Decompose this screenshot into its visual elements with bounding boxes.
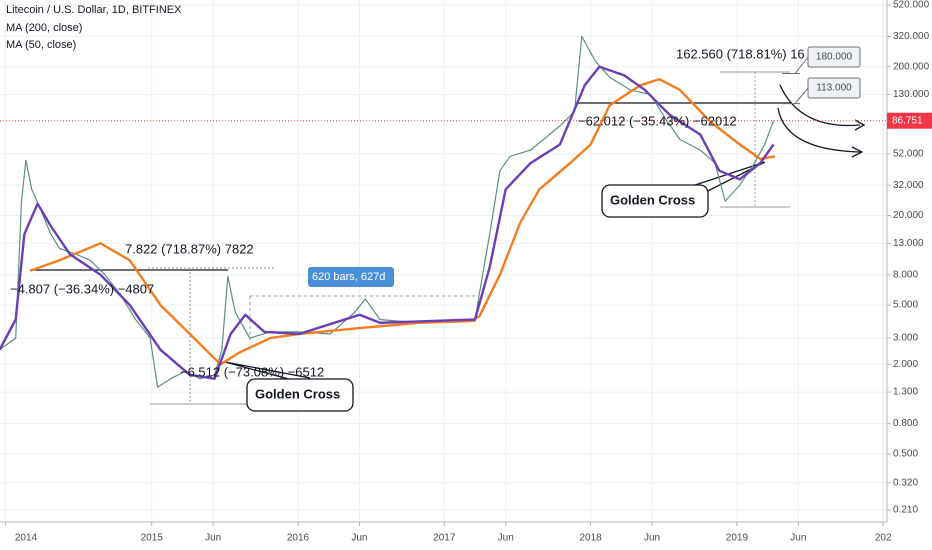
legend-entry: MA (50, close) xyxy=(6,39,76,51)
x-tick-label: Jun xyxy=(205,533,221,544)
y-tick-label: 0.210 xyxy=(893,504,918,515)
x-tick-label: Jun xyxy=(351,533,367,544)
y-tick-label: 0.800 xyxy=(893,418,918,429)
x-tick-label: Jun xyxy=(498,533,514,544)
legend-entry: MA (200, close) xyxy=(6,22,82,34)
projection-arrow xyxy=(779,84,861,127)
measure-label: 162.560 (718.81%) 16 xyxy=(676,46,805,61)
x-tick-label: 2017 xyxy=(433,533,456,544)
callout-box xyxy=(601,184,709,218)
y-tick-label: 8.000 xyxy=(893,269,918,280)
arrow-head xyxy=(854,119,866,131)
grid xyxy=(0,0,887,522)
callout-leader xyxy=(794,56,809,74)
y-tick-label: 320.000 xyxy=(893,31,930,42)
y-tick-label: 20.000 xyxy=(893,210,924,221)
x-tick-label: 202 xyxy=(875,533,892,544)
level-label: 113.000 xyxy=(816,83,852,94)
callout-text: Golden Cross xyxy=(255,386,340,401)
callout-leader xyxy=(794,87,809,104)
projection-arrow xyxy=(777,107,861,153)
last-price-box xyxy=(887,112,932,129)
x-tick-label: Jun xyxy=(644,533,660,544)
y-tick-label: 520.000 xyxy=(893,0,930,11)
arrow-head xyxy=(851,146,864,158)
x-tick-label: 2015 xyxy=(141,533,164,544)
measure-label: −62.012 (−35.43%) −62012 xyxy=(578,113,737,128)
x-tick-label: Jun xyxy=(790,533,806,544)
y-tick-label: 200.000 xyxy=(893,61,930,72)
level-box xyxy=(807,46,861,68)
measure-label: −6.512 (−73.08%) −6512 xyxy=(180,364,324,379)
series-line xyxy=(0,35,775,388)
bars-label-box xyxy=(308,267,394,287)
last-price-label: 86.751 xyxy=(892,115,923,126)
level-label: 180.000 xyxy=(816,52,853,63)
y-tick-label: 13.000 xyxy=(893,238,924,249)
measure-label: 7.822 (718.87%) 7822 xyxy=(125,241,254,256)
plot xyxy=(0,35,887,388)
x-tick-label: 2016 xyxy=(287,533,310,544)
series-line xyxy=(29,78,776,366)
level-box xyxy=(807,77,861,99)
x-tick-label: 2014 xyxy=(15,533,38,544)
bars-label: 620 bars, 627d xyxy=(312,271,385,283)
callout-text: Golden Cross xyxy=(610,192,695,207)
measure-label: −4.807 (−36.34%) −4807 xyxy=(10,281,154,296)
y-tick-label: 52.000 xyxy=(893,148,924,159)
y-tick-label: 3.000 xyxy=(893,333,918,344)
y-tick-label: 32.000 xyxy=(893,180,924,191)
series-line xyxy=(0,65,775,380)
y-tick-label: 5.000 xyxy=(893,300,918,311)
chart-title: Litecoin / U.S. Dollar, 1D, BITFINEX xyxy=(6,4,182,16)
y-tick-label: 1.300 xyxy=(893,387,918,398)
y-tick-label: 130.000 xyxy=(893,89,930,100)
x-tick-label: 2018 xyxy=(579,533,602,544)
annotations: 7.822 (718.87%) 7822 −4.807 (−36.34%) −48… xyxy=(10,46,861,412)
x-tick-label: 2019 xyxy=(726,533,749,544)
y-tick-label: 0.500 xyxy=(893,448,918,459)
y-tick-label: 0.320 xyxy=(893,477,918,488)
y-tick-label: 2.000 xyxy=(893,359,918,370)
callout-box xyxy=(246,378,354,412)
axes: 520.000 320.000 200.000 130.000 52.000 32.000… xyxy=(4,0,932,544)
